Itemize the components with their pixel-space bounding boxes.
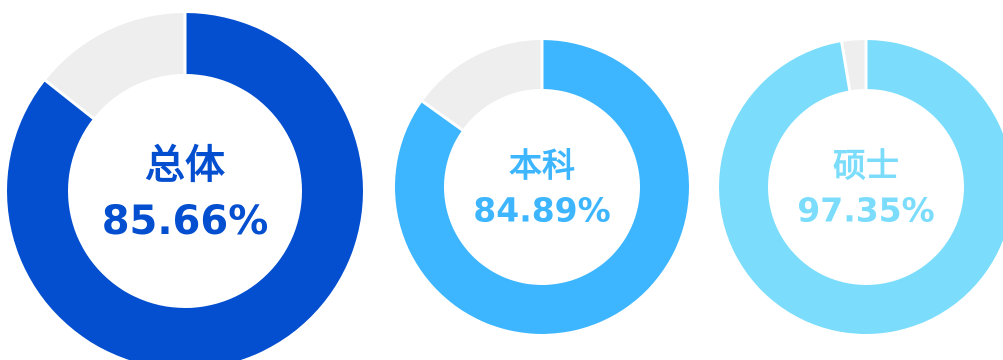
donut-value-slice <box>719 40 1003 334</box>
donut-value-slice <box>394 40 689 335</box>
donut-remainder-slice <box>45 13 185 119</box>
donut-value-label: 97.35% <box>797 191 934 230</box>
donut-chart-2: 本科 84.89% <box>394 39 689 335</box>
donut-value-label: 85.66% <box>102 198 269 244</box>
donut-title: 本科 <box>509 146 575 185</box>
donut-value-slice <box>7 13 363 360</box>
donut-value-label: 84.89% <box>473 191 610 230</box>
donut-remainder-slice <box>422 40 542 130</box>
donut-title: 硕士 <box>833 146 899 185</box>
slice-separator <box>839 40 852 92</box>
donut-title: 总体 <box>145 142 225 188</box>
donut-chart-1: 总体 85.66% <box>7 12 363 360</box>
slice-separator <box>43 78 95 121</box>
slice-separator <box>420 99 465 132</box>
donut-chart-3: 硕士 97.35% <box>719 39 1003 334</box>
